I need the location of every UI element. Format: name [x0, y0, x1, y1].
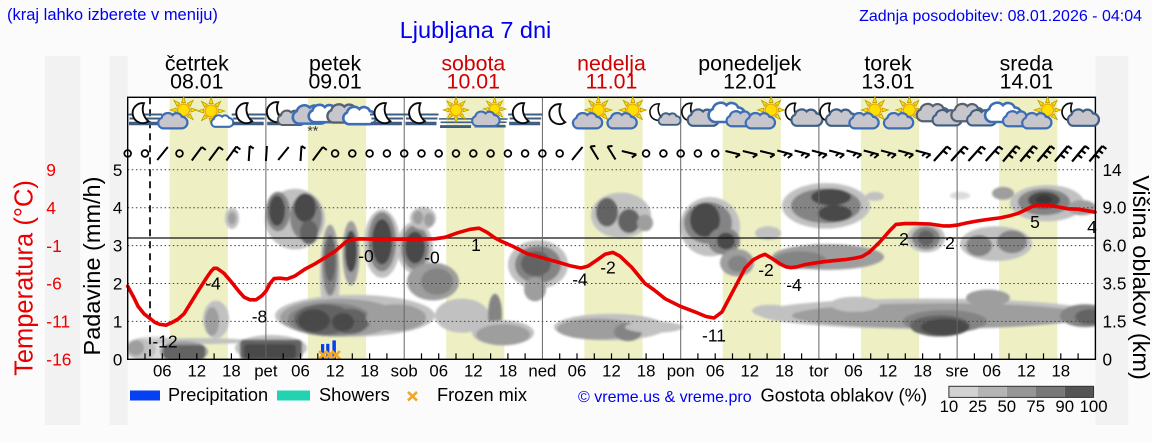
- svg-text:13.01: 13.01: [861, 70, 914, 94]
- svg-text:6.0: 6.0: [1103, 236, 1127, 256]
- svg-text:12: 12: [464, 362, 483, 381]
- svg-text:-12: -12: [152, 332, 177, 352]
- svg-text:50: 50: [997, 397, 1016, 416]
- svg-text:-11: -11: [46, 312, 70, 332]
- svg-text:10: 10: [940, 397, 959, 416]
- svg-text:2: 2: [945, 233, 955, 253]
- svg-text:18: 18: [637, 362, 656, 381]
- svg-text:12: 12: [187, 362, 206, 381]
- svg-text:Zadnja posodobitev: 08.01.2026: Zadnja posodobitev: 08.01.2026 - 04:04: [859, 8, 1142, 25]
- svg-text:1: 1: [113, 312, 122, 331]
- svg-text:Temperatura (°C): Temperatura (°C): [10, 180, 38, 376]
- svg-text:-6: -6: [46, 274, 61, 294]
- svg-text:18: 18: [775, 362, 794, 381]
- svg-text:9: 9: [46, 160, 56, 180]
- svg-text:-0: -0: [358, 246, 374, 266]
- svg-text:2: 2: [113, 275, 122, 294]
- svg-text:5: 5: [113, 161, 122, 180]
- svg-text:18: 18: [499, 362, 518, 381]
- svg-text:4: 4: [1087, 217, 1097, 237]
- svg-text:5: 5: [1030, 212, 1040, 232]
- svg-text:pet: pet: [254, 362, 278, 381]
- svg-text:sre: sre: [945, 362, 968, 381]
- svg-text:4: 4: [46, 198, 56, 218]
- svg-text:ned: ned: [528, 362, 556, 381]
- svg-text:25: 25: [968, 397, 987, 416]
- svg-text:06: 06: [429, 362, 448, 381]
- svg-text:18: 18: [913, 362, 932, 381]
- svg-text:sobota: sobota: [441, 52, 505, 76]
- svg-text:ponedeljek: ponedeljek: [698, 52, 801, 76]
- svg-text:-0: -0: [424, 248, 440, 268]
- svg-text:pon: pon: [667, 362, 695, 381]
- svg-text:-11: -11: [702, 326, 726, 346]
- svg-text:-8: -8: [252, 307, 268, 327]
- svg-text:12: 12: [1017, 362, 1036, 381]
- svg-text:Frozen mix: Frozen mix: [437, 385, 527, 405]
- svg-text:-1: -1: [46, 236, 61, 256]
- svg-text:-4: -4: [786, 275, 802, 295]
- svg-text:Gostota oblakov (%): Gostota oblakov (%): [761, 385, 928, 406]
- svg-text:18: 18: [222, 362, 241, 381]
- svg-text:06: 06: [291, 362, 310, 381]
- svg-text:12.01: 12.01: [723, 70, 776, 94]
- svg-text:08.01: 08.01: [170, 70, 223, 94]
- svg-text:2: 2: [899, 229, 909, 249]
- svg-text:4: 4: [113, 199, 122, 218]
- svg-text:sob: sob: [391, 362, 418, 381]
- svg-text:petek: petek: [309, 52, 361, 76]
- svg-text:12: 12: [326, 362, 345, 381]
- svg-text:Višina oblakov (km): Višina oblakov (km): [1128, 175, 1152, 380]
- svg-text:torek: torek: [864, 52, 912, 76]
- svg-text:Padavine (mm/h): Padavine (mm/h): [79, 177, 105, 356]
- svg-text:06: 06: [982, 362, 1001, 381]
- svg-text:3.5: 3.5: [1103, 274, 1127, 294]
- svg-text:© vreme.us & vreme.pro: © vreme.us & vreme.pro: [578, 389, 752, 406]
- svg-text:12: 12: [602, 362, 621, 381]
- svg-text:3: 3: [113, 237, 122, 256]
- svg-text:100: 100: [1080, 397, 1108, 416]
- svg-text:-2: -2: [600, 258, 616, 278]
- svg-text:14: 14: [1103, 160, 1123, 180]
- svg-text:**: **: [307, 123, 318, 139]
- svg-text:90: 90: [1055, 397, 1074, 416]
- svg-text:75: 75: [1026, 397, 1045, 416]
- svg-text:9.0: 9.0: [1103, 198, 1127, 218]
- svg-text:12: 12: [740, 362, 759, 381]
- svg-text:nedelja: nedelja: [577, 52, 646, 76]
- svg-text:18: 18: [360, 362, 379, 381]
- svg-text:1.5: 1.5: [1103, 311, 1127, 331]
- svg-text:14.01: 14.01: [1000, 70, 1053, 94]
- svg-text:Precipitation: Precipitation: [168, 385, 268, 405]
- svg-text:-4: -4: [205, 274, 221, 294]
- svg-text:0: 0: [113, 350, 122, 369]
- svg-text:Ljubljana 7 dni: Ljubljana 7 dni: [400, 17, 552, 43]
- svg-text:11.01: 11.01: [586, 70, 638, 94]
- svg-text:tor: tor: [809, 362, 829, 381]
- svg-text:06: 06: [844, 362, 863, 381]
- svg-text:10.01: 10.01: [447, 70, 500, 94]
- svg-text:-16: -16: [46, 350, 71, 370]
- svg-text:0: 0: [1103, 349, 1113, 369]
- svg-text:12: 12: [879, 362, 898, 381]
- svg-text:06: 06: [568, 362, 587, 381]
- svg-text:četrtek: četrtek: [165, 52, 229, 76]
- svg-text:-4: -4: [572, 270, 588, 290]
- svg-text:Showers: Showers: [319, 385, 390, 405]
- svg-text:(kraj lahko izberete v meniju): (kraj lahko izberete v meniju): [7, 6, 218, 24]
- svg-text:-2: -2: [758, 260, 774, 280]
- svg-text:06: 06: [153, 362, 172, 381]
- svg-text:18: 18: [1051, 362, 1070, 381]
- svg-text:1: 1: [471, 235, 481, 255]
- svg-text:sreda: sreda: [1000, 52, 1053, 76]
- svg-text:09.01: 09.01: [308, 70, 361, 94]
- svg-text:06: 06: [706, 362, 725, 381]
